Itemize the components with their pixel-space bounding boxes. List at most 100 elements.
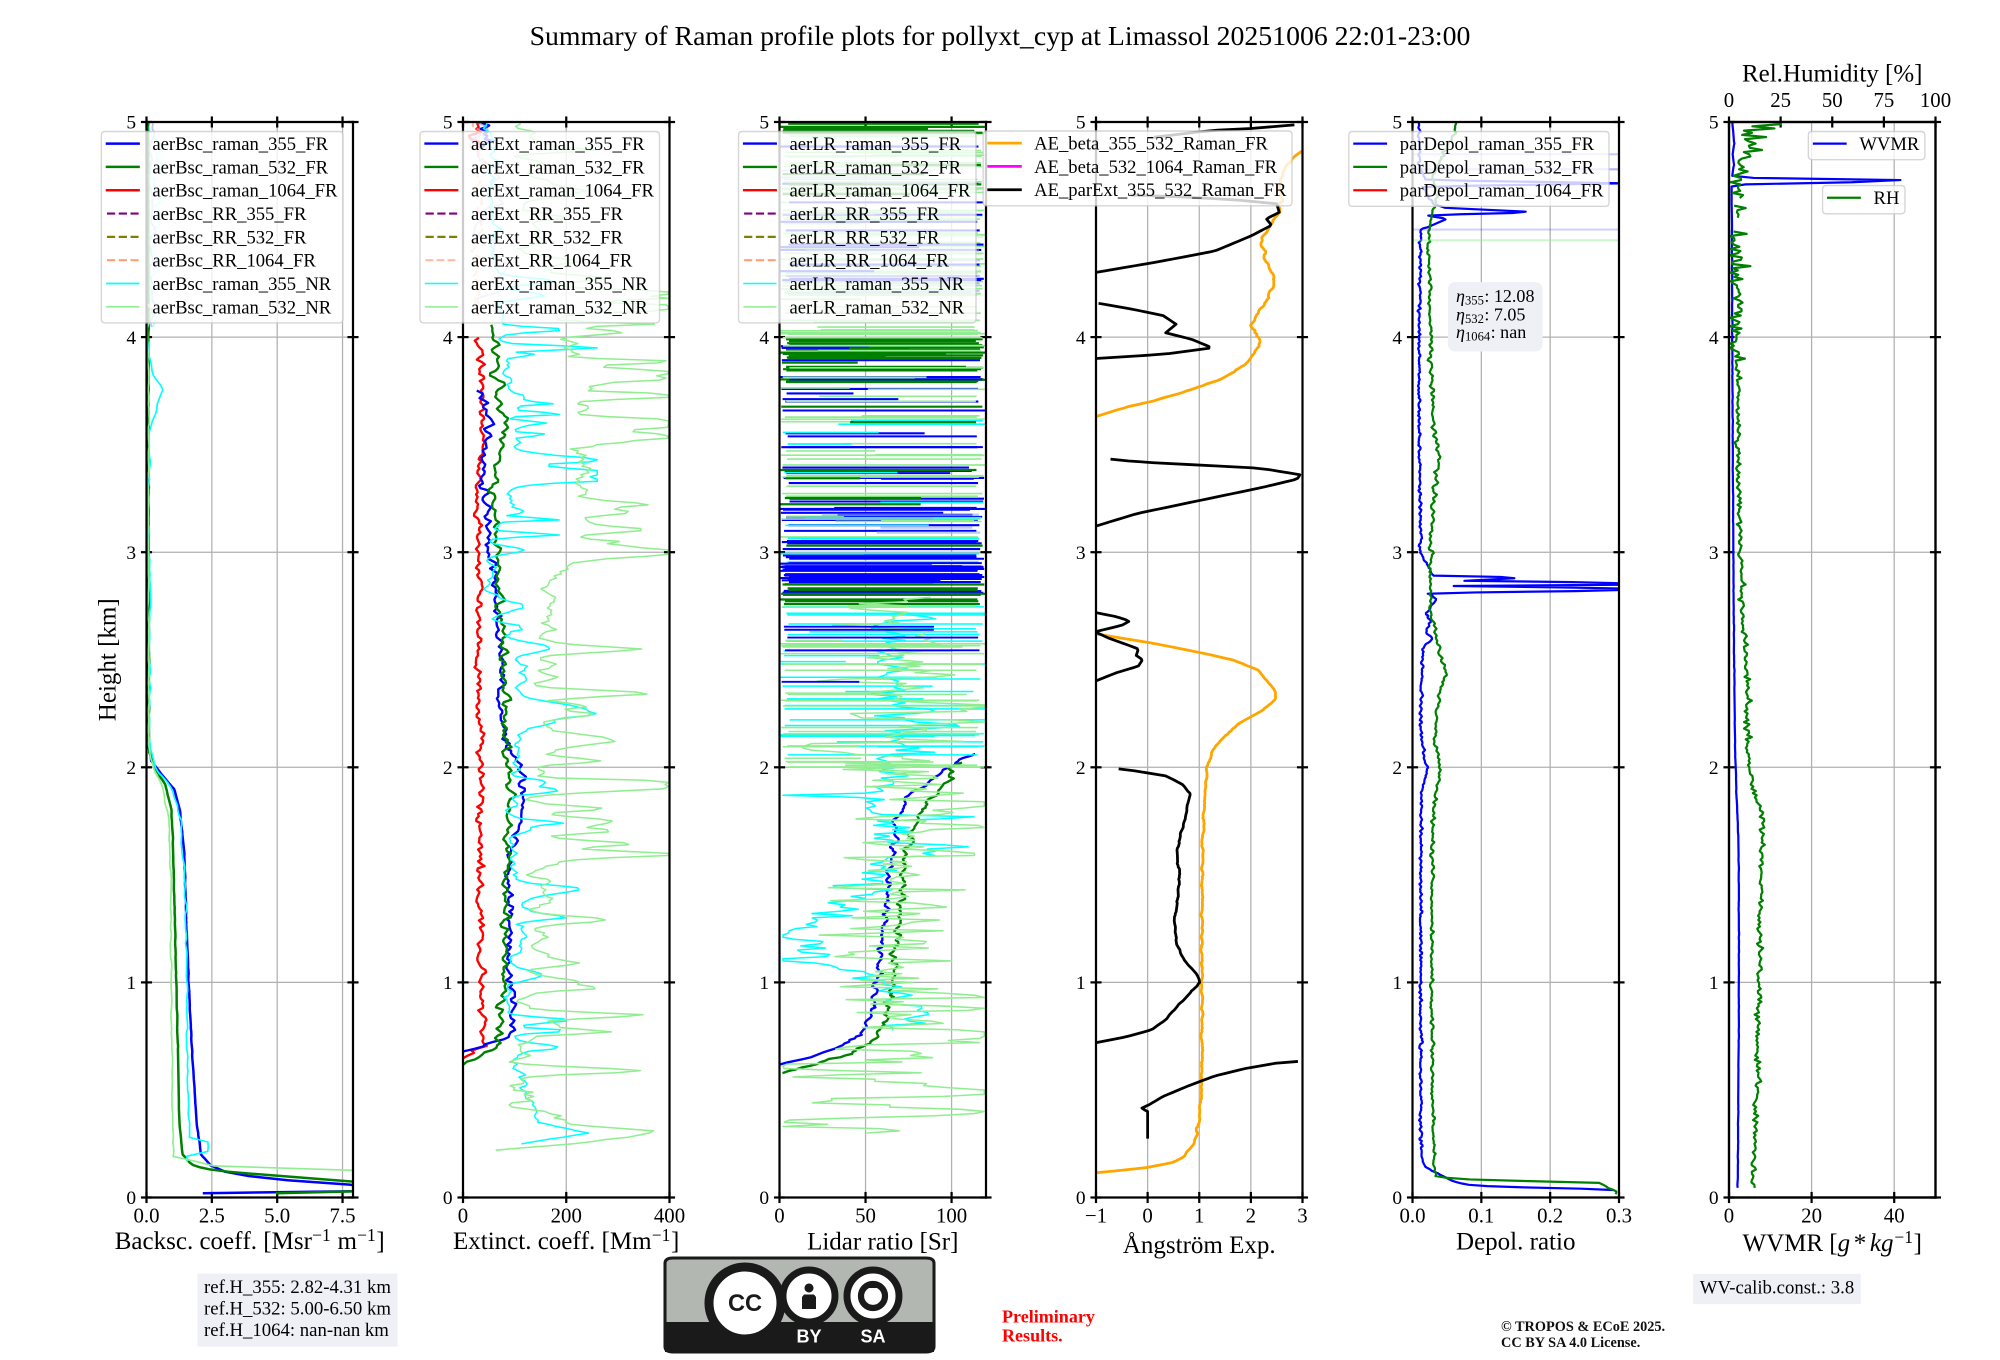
svg-text:parDepol_raman_1064_FR: parDepol_raman_1064_FR	[1400, 181, 1604, 202]
svg-text:SA: SA	[860, 1327, 885, 1347]
svg-text:0: 0	[1076, 1188, 1086, 1209]
svg-text:ref.H_532: 5.00-6.50 km: ref.H_532: 5.00-6.50 km	[204, 1299, 391, 1320]
svg-text:2: 2	[1076, 758, 1086, 779]
svg-text:2.5: 2.5	[199, 1203, 225, 1227]
svg-text:aerExt_raman_532_NR: aerExt_raman_532_NR	[471, 297, 648, 318]
svg-text:aerExt_RR_1064_FR: aerExt_RR_1064_FR	[471, 251, 633, 272]
svg-text:2: 2	[1246, 1203, 1256, 1227]
svg-text:aerLR_raman_1064_FR: aerLR_raman_1064_FR	[790, 181, 971, 202]
svg-text:5: 5	[1076, 113, 1086, 134]
svg-text:RH: RH	[1874, 188, 1900, 209]
svg-text:1: 1	[126, 973, 136, 994]
svg-text:4: 4	[759, 328, 769, 349]
svg-text:aerBsc_raman_532_FR: aerBsc_raman_532_FR	[152, 157, 328, 178]
svg-text:aerBsc_RR_532_FR: aerBsc_RR_532_FR	[152, 227, 307, 248]
svg-text:Lidar ratio [Sr]: Lidar ratio [Sr]	[807, 1229, 958, 1256]
svg-text:100: 100	[936, 1203, 967, 1227]
svg-text:3: 3	[1392, 543, 1402, 564]
svg-text:Preliminary: Preliminary	[1002, 1307, 1095, 1327]
svg-text:3: 3	[1709, 543, 1719, 564]
svg-text:E x t i: E x t i n c t . c o e f f . [ M m ] − 1	[453, 1221, 685, 1255]
svg-text:25: 25	[1770, 88, 1791, 112]
svg-text:0.0: 0.0	[1399, 1203, 1425, 1227]
svg-text:AE_parExt_355_532_Raman_FR: AE_parExt_355_532_Raman_FR	[1034, 180, 1287, 201]
svg-text:aerExt_raman_355_NR: aerExt_raman_355_NR	[471, 274, 648, 295]
svg-text:η 3 5 5: η 3 5 5 : 1 2 . 0 8	[1456, 282, 1534, 309]
svg-text:W V M R: W V M R [ * ] g k g − 1	[1743, 1223, 1928, 1257]
svg-text:aerLR_raman_355_NR: aerLR_raman_355_NR	[790, 274, 965, 295]
svg-text:aerLR_raman_532_FR: aerLR_raman_532_FR	[790, 157, 962, 178]
svg-text:aerExt_raman_532_FR: aerExt_raman_532_FR	[471, 157, 645, 178]
svg-text:Rel.Humidity [%]: Rel.Humidity [%]	[1742, 61, 1923, 88]
svg-text:4: 4	[1076, 328, 1086, 349]
svg-text:200: 200	[551, 1203, 582, 1227]
svg-text:aerBsc_RR_1064_FR: aerBsc_RR_1064_FR	[152, 251, 316, 272]
svg-text:5: 5	[1392, 113, 1402, 134]
svg-text:ref.H_355: 2.82-4.31 km: ref.H_355: 2.82-4.31 km	[204, 1277, 391, 1298]
svg-text:3: 3	[759, 543, 769, 564]
svg-text:1: 1	[1076, 973, 1086, 994]
svg-text:Summary of Raman profile plots: Summary of Raman profile plots for polly…	[530, 21, 1471, 52]
svg-text:B a c k: B a c k s c . c o e f f . [ M s r m ] −	[115, 1221, 391, 1255]
svg-text:0: 0	[1142, 1203, 1152, 1227]
svg-text:CC BY SA 4.0 License.: CC BY SA 4.0 License.	[1501, 1335, 1640, 1351]
svg-text:1: 1	[1194, 1203, 1204, 1227]
svg-text:BY: BY	[796, 1327, 821, 1347]
svg-text:0: 0	[443, 1188, 453, 1209]
svg-text:4: 4	[126, 328, 136, 349]
svg-text:1: 1	[759, 973, 769, 994]
svg-text:5: 5	[1709, 113, 1719, 134]
svg-text:5: 5	[759, 113, 769, 134]
svg-text:η 5 3 2: η 5 3 2 : 7 . 0 5	[1456, 300, 1525, 327]
svg-text:WV-calib.const.: 3.8: WV-calib.const.: 3.8	[1700, 1278, 1855, 1299]
svg-text:AE_beta_355_532_Raman_FR: AE_beta_355_532_Raman_FR	[1034, 134, 1268, 155]
svg-text:AE_beta_532_1064_Raman_FR: AE_beta_532_1064_Raman_FR	[1034, 157, 1278, 178]
svg-text:0: 0	[759, 1188, 769, 1209]
svg-text:0: 0	[1724, 88, 1734, 112]
svg-text:2: 2	[1709, 758, 1719, 779]
svg-text:75: 75	[1873, 88, 1894, 112]
svg-text:aerLR_raman_532_NR: aerLR_raman_532_NR	[790, 297, 965, 318]
svg-text:aerBsc_raman_532_NR: aerBsc_raman_532_NR	[152, 297, 331, 318]
svg-text:3: 3	[443, 543, 453, 564]
svg-text:Results.: Results.	[1002, 1325, 1063, 1345]
svg-text:3: 3	[1076, 543, 1086, 564]
svg-text:aerLR_raman_355_FR: aerLR_raman_355_FR	[790, 134, 962, 155]
svg-text:1: 1	[1709, 973, 1719, 994]
svg-text:0: 0	[1709, 1188, 1719, 1209]
svg-text:5.0: 5.0	[264, 1203, 290, 1227]
svg-text:5: 5	[443, 113, 453, 134]
svg-text:0: 0	[126, 1188, 136, 1209]
svg-text:parDepol_raman_532_FR: parDepol_raman_532_FR	[1400, 157, 1595, 178]
svg-text:Height [km]: Height [km]	[94, 598, 121, 721]
svg-text:0.3: 0.3	[1606, 1203, 1632, 1227]
svg-text:aerLR_RR_532_FR: aerLR_RR_532_FR	[790, 227, 940, 248]
svg-text:1: 1	[1392, 973, 1402, 994]
svg-text:100: 100	[1920, 88, 1951, 112]
svg-text:400: 400	[654, 1203, 685, 1227]
svg-text:40: 40	[1884, 1203, 1905, 1227]
svg-text:aerExt_RR_532_FR: aerExt_RR_532_FR	[471, 227, 624, 248]
svg-text:0.2: 0.2	[1537, 1203, 1563, 1227]
svg-text:50: 50	[855, 1203, 876, 1227]
svg-text:0.1: 0.1	[1468, 1203, 1494, 1227]
svg-text:0: 0	[774, 1203, 784, 1227]
svg-text:0.0: 0.0	[133, 1203, 159, 1227]
svg-text:−1: −1	[1085, 1203, 1107, 1227]
svg-text:2: 2	[443, 758, 453, 779]
svg-text:parDepol_raman_355_FR: parDepol_raman_355_FR	[1400, 134, 1595, 155]
svg-text:3: 3	[1297, 1203, 1307, 1227]
svg-text:aerBsc_raman_355_FR: aerBsc_raman_355_FR	[152, 134, 328, 155]
svg-text:aerExt_raman_1064_FR: aerExt_raman_1064_FR	[471, 181, 655, 202]
svg-text:3: 3	[126, 543, 136, 564]
svg-text:aerExt_RR_355_FR: aerExt_RR_355_FR	[471, 204, 624, 225]
svg-text:20: 20	[1801, 1203, 1822, 1227]
svg-text:aerLR_RR_355_FR: aerLR_RR_355_FR	[790, 204, 940, 225]
svg-text:1: 1	[443, 973, 453, 994]
svg-text:50: 50	[1822, 88, 1843, 112]
svg-text:4: 4	[443, 328, 453, 349]
svg-text:0: 0	[1724, 1203, 1734, 1227]
svg-text:ref.H_1064: nan-nan km: ref.H_1064: nan-nan km	[204, 1320, 389, 1341]
svg-text:aerBsc_raman_355_NR: aerBsc_raman_355_NR	[152, 274, 331, 295]
svg-text:aerLR_RR_1064_FR: aerLR_RR_1064_FR	[790, 251, 950, 272]
